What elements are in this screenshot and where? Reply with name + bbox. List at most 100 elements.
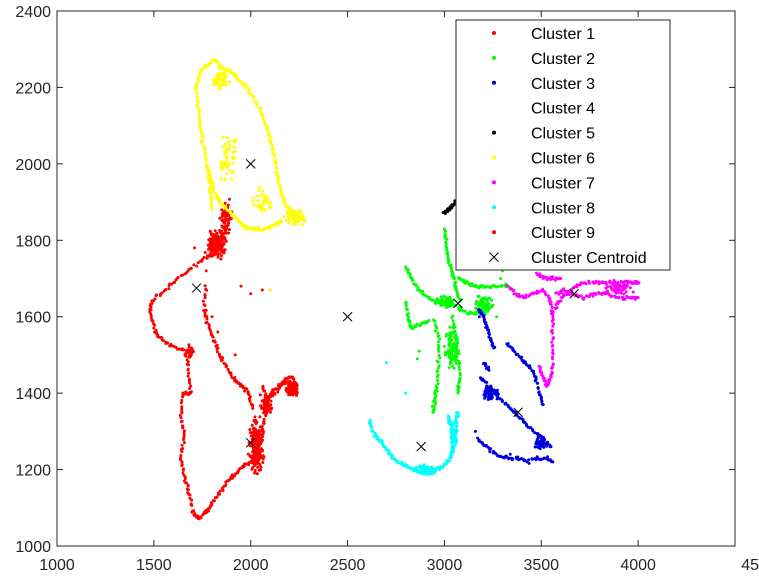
series-8-point — [418, 471, 421, 475]
legend-marker — [492, 180, 496, 185]
series-1-point — [206, 254, 209, 258]
series-1-point — [250, 423, 254, 427]
series-7-point — [550, 344, 554, 348]
series-7-point — [606, 285, 610, 289]
series-1-point — [243, 389, 247, 393]
series-1-point — [239, 284, 243, 288]
series-3-point — [532, 369, 536, 373]
series-3-point — [539, 443, 543, 447]
series-3-point — [551, 460, 555, 464]
series-2-point — [444, 242, 448, 246]
legend-label: Cluster 9 — [531, 225, 595, 242]
series-8-point — [453, 443, 457, 447]
series-6-point — [200, 132, 204, 136]
y-tick-label: 2000 — [15, 157, 51, 174]
series-8-point — [451, 444, 454, 448]
series-6-point — [219, 177, 223, 181]
series-6-point — [241, 84, 245, 87]
series-1-point — [208, 229, 212, 233]
series-1-point — [182, 431, 186, 435]
series-3-point — [532, 372, 536, 376]
series-3-point — [487, 368, 491, 372]
series-6-point — [195, 96, 199, 100]
axis-ticks: 1000 1500 2000 2500 3000 3500 4000 4500 1000 1200… — [15, 4, 759, 574]
series-7-point — [561, 287, 565, 291]
series-1-point — [270, 393, 274, 397]
series-8-point — [454, 424, 458, 428]
series-1-point — [255, 459, 259, 463]
series-2-point — [433, 400, 437, 404]
series-6-point — [210, 208, 214, 212]
series-1-point — [180, 407, 184, 411]
series-2-point — [456, 295, 460, 299]
legend-marker — [492, 31, 496, 35]
series-7-point — [613, 288, 617, 292]
series-1-point — [203, 294, 207, 297]
series-3-point — [540, 400, 544, 403]
series-1-point — [292, 377, 296, 381]
series-7-point — [542, 276, 546, 280]
series-6-point — [233, 140, 237, 144]
series-2-point — [456, 391, 460, 395]
series-8-point — [453, 433, 457, 437]
series-2-point — [438, 337, 442, 341]
series-8-point — [426, 472, 430, 476]
series-2-point — [406, 316, 410, 320]
series-3-point — [488, 450, 492, 454]
series-6-point — [229, 71, 233, 75]
series-6-point — [196, 83, 200, 86]
series-1-point — [220, 486, 224, 490]
series-6-point — [282, 214, 286, 218]
series-8-point — [455, 440, 459, 444]
series-1-point — [220, 358, 224, 362]
series-2-point — [474, 283, 478, 287]
series-2-point — [427, 319, 431, 322]
series-2-point — [482, 308, 486, 312]
series-6-point — [210, 206, 214, 209]
series-2-point — [491, 303, 495, 307]
series-6-point — [218, 74, 222, 78]
series-6-point — [245, 227, 249, 231]
series-6-point — [288, 210, 291, 214]
series-2-point — [474, 306, 478, 310]
series-1-point — [260, 406, 264, 409]
series-1-point — [162, 339, 165, 343]
series-1-point — [287, 392, 291, 396]
series-7-point — [636, 280, 640, 284]
series-2-point — [477, 304, 481, 308]
series-3-point — [536, 432, 540, 436]
series-1-point — [258, 425, 262, 429]
series-1-point — [218, 235, 222, 239]
series-6-point — [224, 151, 228, 155]
series-6-point — [276, 178, 280, 182]
series-6-point — [197, 74, 201, 78]
series-2-point — [414, 283, 418, 287]
series-2-point — [415, 357, 419, 361]
series-3-point — [500, 399, 504, 403]
series-7-point — [551, 348, 555, 352]
series-3-point — [484, 387, 488, 390]
series-2-point — [406, 268, 410, 272]
series-1-point — [255, 440, 259, 444]
series-6-point — [218, 63, 222, 67]
series-7-point — [505, 284, 509, 287]
series-1-point — [213, 250, 217, 254]
series-3-point — [535, 381, 539, 385]
series-8-point — [454, 429, 458, 433]
series-7-point — [619, 291, 623, 295]
series-1-point — [166, 341, 170, 345]
series-7-point — [620, 288, 624, 292]
series-8-point — [451, 423, 455, 427]
series-6-point — [228, 80, 232, 84]
series-3-point — [531, 457, 534, 461]
series-6-point — [224, 160, 228, 164]
series-8-point — [431, 470, 435, 474]
series-1-point — [269, 399, 273, 403]
series-7-point — [579, 281, 583, 285]
series-2-point — [436, 347, 440, 351]
series-2-point — [437, 364, 441, 368]
series-6-point — [261, 189, 265, 193]
series-6-point — [283, 200, 287, 204]
series-8-point — [390, 457, 394, 460]
